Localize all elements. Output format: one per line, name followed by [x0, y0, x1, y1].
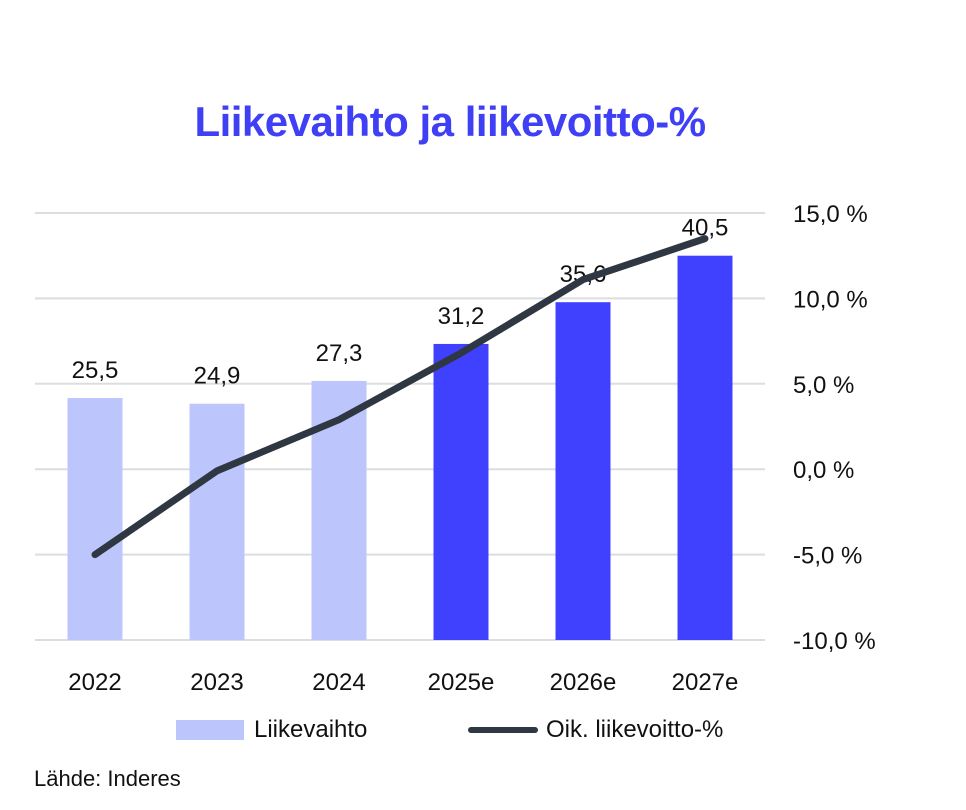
bar [677, 255, 733, 640]
right-tick-label: -5,0 % [793, 543, 862, 570]
data-label: 24,9 [194, 363, 241, 390]
x-tick-label: 2022 [68, 669, 121, 696]
legend-label: Liikevaihto [254, 716, 368, 743]
right-tick-label: -10,0 % [793, 628, 876, 655]
legend-label: Oik. liikevoitto-% [546, 716, 724, 743]
chart-title: Liikevaihto ja liikevoitto-% [194, 98, 706, 145]
bar [433, 343, 489, 640]
x-tick-label: 2023 [190, 669, 243, 696]
legend-swatch-bar [176, 720, 244, 740]
bar [189, 403, 245, 640]
legend-swatch-line [468, 727, 538, 733]
right-tick-label: 5,0 % [793, 372, 854, 399]
bar [67, 398, 123, 640]
legend-item-revenue: Liikevaihto [176, 716, 367, 744]
data-label: 27,3 [316, 340, 363, 367]
x-tick-label: 2024 [312, 669, 365, 696]
x-tick-label: 2027e [672, 669, 739, 696]
legend-item-ebit-margin: Oik. liikevoitto-% [468, 716, 723, 744]
right-tick-label: 0,0 % [793, 457, 854, 484]
bar [555, 302, 611, 640]
line-series-ebit-margin [91, 235, 709, 559]
right-tick-label: 10,0 % [793, 286, 868, 313]
x-tick-label: 2026e [550, 669, 617, 696]
source-note: Lähde: Inderes [34, 766, 181, 791]
data-label: 31,2 [438, 303, 485, 330]
data-label: 25,5 [72, 357, 119, 384]
right-tick-label: 15,0 % [793, 201, 868, 228]
x-tick-label: 2025e [428, 669, 495, 696]
